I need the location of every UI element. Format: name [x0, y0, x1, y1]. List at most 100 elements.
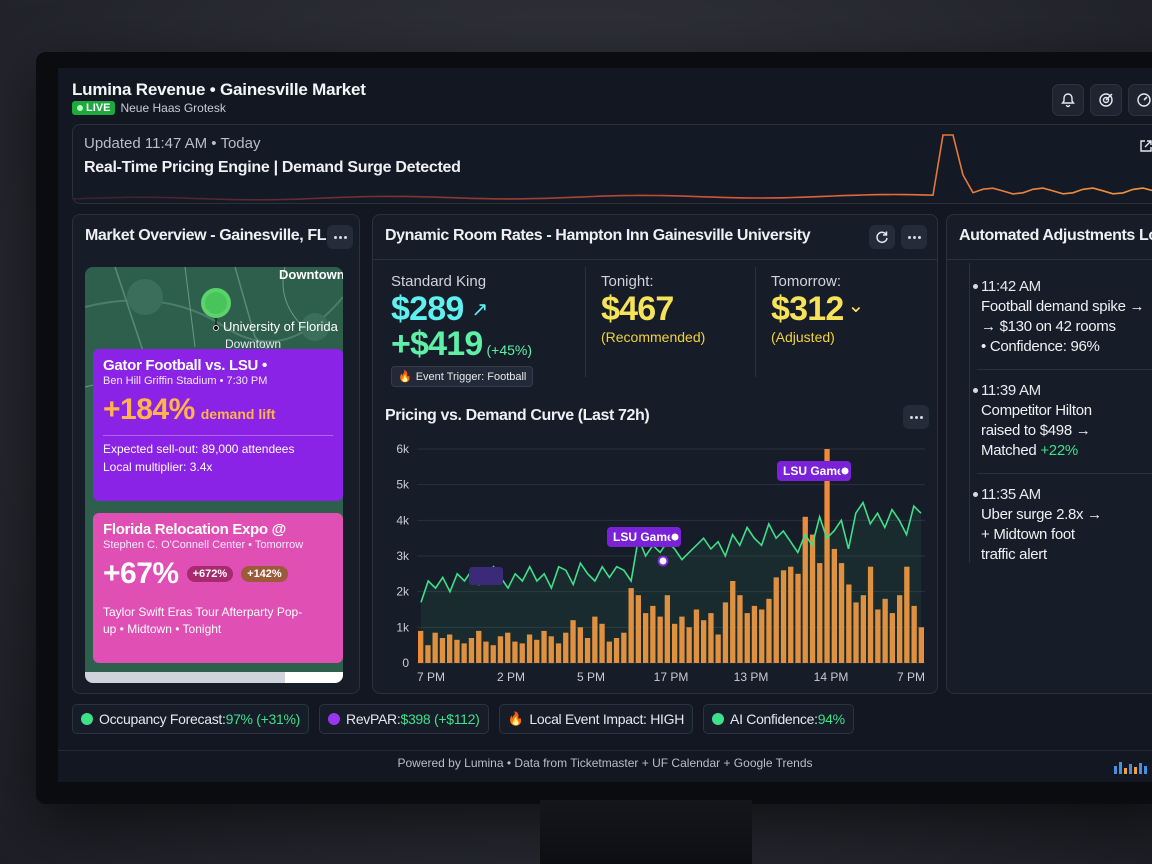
arrow-up-right-icon: ↗: [471, 299, 489, 321]
event-card-subtitle: Ben Hill Griffin Stadium • 7:30 PM: [103, 375, 268, 387]
demand-bar: [657, 616, 663, 663]
y-tick-label: 2k: [396, 585, 410, 599]
demand-bar: [534, 639, 540, 663]
chart-more-button[interactable]: [903, 405, 929, 429]
demand-bar: [846, 584, 852, 663]
demand-bar: [599, 623, 605, 663]
event-marker: [469, 567, 503, 585]
location-pin-icon[interactable]: [199, 287, 233, 331]
rates-more-button[interactable]: [901, 225, 927, 249]
rate-surge-pct: (+45%): [486, 342, 533, 358]
event-card-expo[interactable]: Florida Relocation Expo @ Stephen C. O'C…: [93, 513, 343, 663]
notifications-button[interactable]: [1052, 84, 1084, 116]
demand-bar: [483, 641, 489, 663]
demand-bar: [708, 613, 714, 663]
log-entry[interactable]: 11:42 AM Football demand spike → → $130 …: [973, 277, 1145, 357]
log-entry[interactable]: 11:35 AM Uber surge 2.8x → + Midtown foo…: [973, 485, 1102, 565]
market-map[interactable]: Downtown University of Florida Downtown …: [85, 267, 343, 683]
market-overview-title: Market Overview - Gainesville, FL: [85, 227, 327, 244]
demand-bar: [526, 634, 533, 663]
y-tick-label: 3k: [396, 549, 410, 563]
demand-bar: [643, 613, 649, 663]
demand-bar: [759, 609, 765, 663]
x-tick-label: 7 PM: [417, 670, 445, 684]
demand-bar: [490, 645, 496, 663]
rate-standard-price: $289: [391, 290, 464, 328]
speedometer-button[interactable]: [1128, 84, 1152, 116]
mini-bar-chart-icon: [1114, 762, 1147, 774]
map-label-downtown: Downtown: [279, 267, 343, 282]
x-tick-label: 17 PM: [654, 670, 689, 684]
chip-value: 94%: [817, 711, 845, 727]
event-card-lift-label: demand lift: [200, 406, 276, 422]
price-area: [421, 502, 921, 663]
demand-bar: [613, 638, 620, 663]
log-entry[interactable]: 11:39 AM Competitor Hilton raised to $49…: [973, 381, 1092, 461]
event-card-lift-value: +67%: [103, 557, 179, 590]
more-dots-icon: [907, 235, 911, 239]
live-row: LIVE Neue Haas Grotesk: [72, 101, 226, 115]
y-tick-label: 5k: [396, 478, 410, 492]
log-time: 11:35 AM: [981, 486, 1041, 503]
demand-bar: [679, 616, 685, 663]
event-card-football[interactable]: Gator Football vs. LSU • Ben Hill Griffi…: [93, 349, 343, 501]
target-button[interactable]: [1090, 84, 1122, 116]
demand-bar: [606, 641, 612, 663]
chevron-down-icon: ⌄: [847, 295, 865, 317]
demand-bar: [795, 573, 801, 663]
room-rates-title: Dynamic Room Rates - Hampton Inn Gainesv…: [385, 227, 811, 244]
demand-bar: [548, 636, 554, 664]
market-overview-panel: Market Overview - Gainesville, FL Downto…: [72, 214, 360, 694]
demand-bar: [563, 632, 569, 663]
rate-tomorrow: Tomorrow: $312 ⌄ (Adjusted): [771, 273, 864, 345]
demand-bar: [722, 602, 729, 663]
x-tick-label: 5 PM: [577, 670, 605, 684]
revpar-chip[interactable]: RevPAR: $398 (+$112): [319, 704, 489, 734]
demand-bar: [541, 630, 547, 663]
annotation-badge: [607, 527, 681, 547]
external-link-icon[interactable]: [1139, 139, 1152, 153]
demand-bar: [686, 627, 692, 663]
y-tick-label: 0: [402, 656, 409, 670]
log-timeline: [969, 263, 970, 563]
event-trigger-label: Event Trigger: Football: [415, 370, 527, 383]
demand-bar: [882, 598, 888, 663]
demand-bar: [447, 634, 453, 663]
market-more-button[interactable]: [327, 225, 353, 249]
annotation-dot: [657, 555, 669, 567]
y-tick-label: 6k: [396, 442, 410, 456]
log-text: traffic alert: [981, 546, 1047, 563]
chart-title: Pricing vs. Demand Curve (Last 72h): [385, 407, 650, 424]
log-text: + Midtown foot: [981, 526, 1075, 543]
event-impact-chip[interactable]: 🔥 Local Event Impact: HIGH: [498, 704, 694, 734]
fire-icon: 🔥: [507, 711, 524, 726]
pricing-demand-chart[interactable]: 6k 5k 4k 3k 2k 1k 0 7 PM 2 PM 5 PM 17 PM 13 PM 14 PM…: [373, 427, 938, 694]
chip-label: RevPAR:: [346, 711, 401, 727]
event-card-lift-row: +184% demand lift: [103, 393, 333, 427]
event-card-line: up • Midtown • Tonight: [103, 622, 222, 636]
more-dots-icon: [909, 415, 913, 419]
chip-label: AI Confidence:: [730, 711, 818, 727]
rate-tonight-price: $467: [601, 290, 674, 328]
kpi-chips: Occupancy Forecast: 97% (+31%) RevPAR: $…: [72, 704, 854, 734]
footer-credits: Powered by Lumina • Data from Ticketmast…: [397, 756, 813, 770]
log-highlight: +22%: [1040, 442, 1078, 459]
monitor-stand: [540, 800, 752, 864]
chip-value: $398 (+$112): [400, 711, 480, 727]
refresh-button[interactable]: [869, 225, 895, 249]
demand-bar: [570, 620, 576, 663]
demand-bar: [766, 598, 772, 663]
rates-divider: [373, 259, 937, 260]
x-tick-label: 14 PM: [814, 670, 849, 684]
demand-bar: [635, 595, 641, 663]
footer-divider: [58, 750, 1152, 751]
demand-bar: [432, 632, 438, 663]
log-text: • Confidence: 96%: [981, 338, 1100, 355]
demand-bar: [918, 627, 924, 663]
rate-tomorrow-price: $312: [771, 290, 844, 328]
event-card-title: Florida Relocation Expo @: [103, 521, 286, 538]
x-tick-label: 2 PM: [497, 670, 525, 684]
occupancy-chip[interactable]: Occupancy Forecast: 97% (+31%): [72, 704, 310, 734]
ai-confidence-chip[interactable]: AI Confidence: 94%: [703, 704, 854, 734]
annotation-label: LSU Game: [613, 530, 674, 544]
